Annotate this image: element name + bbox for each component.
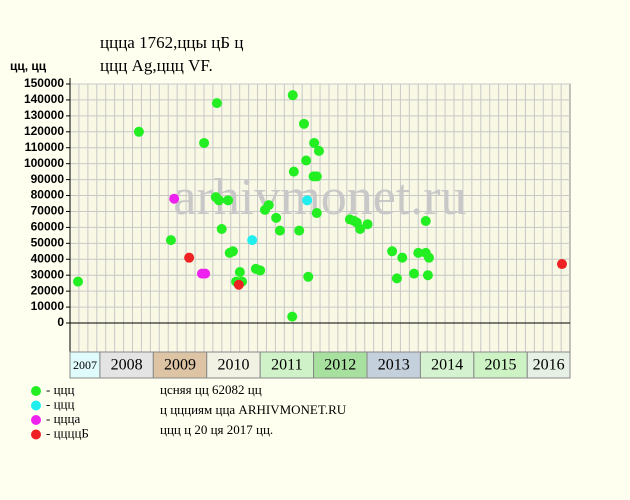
chart-subtitle: ццц Ag,ццц VF.	[100, 56, 213, 75]
y-tick-label: 80000	[31, 188, 65, 202]
legend-label: - ццц	[46, 396, 74, 411]
point	[397, 252, 408, 263]
point	[214, 195, 225, 206]
point	[311, 171, 322, 182]
y-tick-label: 50000	[31, 236, 65, 250]
note: ц ццциям цца ARHIVMONET.RU	[160, 402, 347, 417]
y-tick-label: 90000	[31, 172, 65, 186]
legend-marker	[31, 386, 41, 396]
point	[184, 252, 195, 263]
point	[355, 223, 366, 234]
x-tick-label: 2010	[217, 357, 249, 374]
year-band	[206, 351, 261, 379]
y-tick-label: 140000	[24, 92, 64, 106]
point	[133, 126, 144, 137]
y-tick-label: 100000	[24, 156, 64, 170]
point	[227, 246, 238, 257]
y-tick-label: 0	[57, 315, 64, 329]
legend-label: - ццццБ	[46, 425, 89, 440]
year-band	[69, 351, 101, 379]
point	[311, 208, 322, 219]
point	[263, 200, 274, 211]
point	[423, 252, 434, 263]
point	[73, 276, 84, 287]
point	[313, 145, 324, 156]
legend-marker	[31, 400, 41, 411]
point	[409, 268, 420, 279]
y-tick-label: 120000	[24, 124, 64, 138]
point	[422, 270, 433, 281]
point	[302, 195, 313, 206]
point	[309, 137, 320, 148]
point	[301, 155, 312, 166]
x-tick-label: 2012	[324, 357, 356, 374]
x-tick-label: 2009	[164, 357, 196, 374]
x-tick-label: 2007	[73, 358, 97, 372]
point	[287, 311, 298, 322]
year-band	[526, 351, 571, 379]
point	[287, 90, 298, 101]
point	[362, 219, 373, 230]
point	[288, 166, 299, 177]
point	[200, 268, 211, 279]
legend-marker	[31, 429, 41, 440]
point	[294, 225, 305, 236]
x-tick-label: 2016	[533, 357, 565, 374]
point	[298, 118, 309, 129]
point	[234, 267, 245, 278]
year-band	[473, 351, 528, 379]
x-tick-label: 2015	[485, 357, 517, 374]
y-axis-label: цц, цц	[10, 59, 47, 73]
point	[420, 216, 431, 227]
y-tick-label: 110000	[25, 140, 65, 154]
y-tick-label: 20000	[31, 283, 65, 297]
x-tick-label: 2014	[431, 357, 463, 374]
y-tick-label: 10000	[31, 299, 65, 313]
point	[274, 225, 285, 236]
note: цcняя цц 62082 цц	[160, 382, 262, 397]
point	[247, 235, 258, 246]
point	[391, 273, 402, 284]
year-band	[419, 351, 475, 379]
point	[211, 98, 222, 109]
y-tick-label: 30000	[31, 267, 65, 281]
y-tick-label: 70000	[31, 204, 65, 218]
point	[223, 195, 234, 206]
point	[271, 212, 282, 223]
note: ццц ц 20 ця 2017 цц.	[160, 422, 273, 437]
point	[303, 271, 314, 282]
point	[255, 265, 266, 276]
year-band	[259, 351, 315, 379]
y-tick-label: 150000	[24, 76, 64, 90]
year-band	[99, 351, 154, 379]
x-tick-label: 2008	[111, 357, 143, 374]
point	[165, 235, 176, 246]
point	[216, 223, 227, 234]
y-tick-label: 60000	[31, 220, 65, 234]
x-tick-label: 2011	[271, 357, 302, 374]
point	[169, 193, 180, 204]
y-tick-label: 130000	[24, 108, 64, 122]
legend-label: - цццa	[46, 411, 80, 426]
legend-marker	[31, 415, 41, 425]
chart-title: ццца 1762,ццы цБ ц	[100, 33, 243, 52]
point	[387, 246, 398, 257]
point	[233, 279, 244, 290]
point	[413, 247, 424, 258]
x-tick-label: 2013	[378, 357, 410, 374]
point	[556, 259, 567, 270]
legend-label: - ццц	[46, 382, 74, 397]
y-tick-label: 40000	[31, 251, 65, 265]
point	[199, 137, 210, 148]
